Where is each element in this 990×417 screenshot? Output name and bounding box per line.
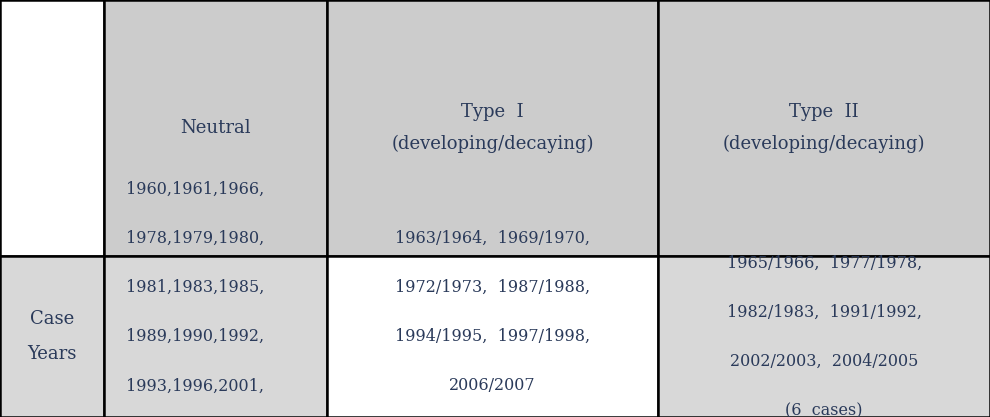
Text: 1989,1990,1992,: 1989,1990,1992, bbox=[126, 328, 264, 345]
Text: 1994/1995,  1997/1998,: 1994/1995, 1997/1998, bbox=[395, 328, 590, 345]
Bar bbox=[104, 256, 327, 417]
Bar bbox=[104, 0, 327, 256]
Text: 1993,1996,2001,: 1993,1996,2001, bbox=[126, 377, 263, 394]
Text: Case
Years: Case Years bbox=[28, 310, 76, 363]
Bar bbox=[0, 256, 104, 417]
Bar bbox=[327, 256, 658, 417]
Text: Type  II
(developing/decaying): Type II (developing/decaying) bbox=[723, 103, 926, 153]
Text: 1981,1983,1985,: 1981,1983,1985, bbox=[126, 279, 264, 296]
Bar bbox=[658, 256, 990, 417]
Bar bbox=[327, 0, 658, 256]
Bar bbox=[0, 0, 104, 256]
Text: 1978,1979,1980,: 1978,1979,1980, bbox=[126, 230, 264, 247]
Text: 1960,1961,1966,: 1960,1961,1966, bbox=[126, 181, 264, 198]
Text: 1972/1973,  1987/1988,: 1972/1973, 1987/1988, bbox=[395, 279, 590, 296]
Text: 2006/2007: 2006/2007 bbox=[449, 377, 536, 394]
Text: Type  I
(developing/decaying): Type I (developing/decaying) bbox=[391, 103, 594, 153]
Text: 2002/2003,  2004/2005: 2002/2003, 2004/2005 bbox=[730, 353, 919, 370]
Text: 1963/1964,  1969/1970,: 1963/1964, 1969/1970, bbox=[395, 230, 590, 247]
Text: Neutral: Neutral bbox=[180, 119, 250, 137]
Bar bbox=[658, 0, 990, 256]
Text: 1965/1966,  1977/1978,: 1965/1966, 1977/1978, bbox=[727, 254, 922, 271]
Text: 1982/1983,  1991/1992,: 1982/1983, 1991/1992, bbox=[727, 304, 922, 321]
Text: (6  cases): (6 cases) bbox=[785, 402, 863, 417]
